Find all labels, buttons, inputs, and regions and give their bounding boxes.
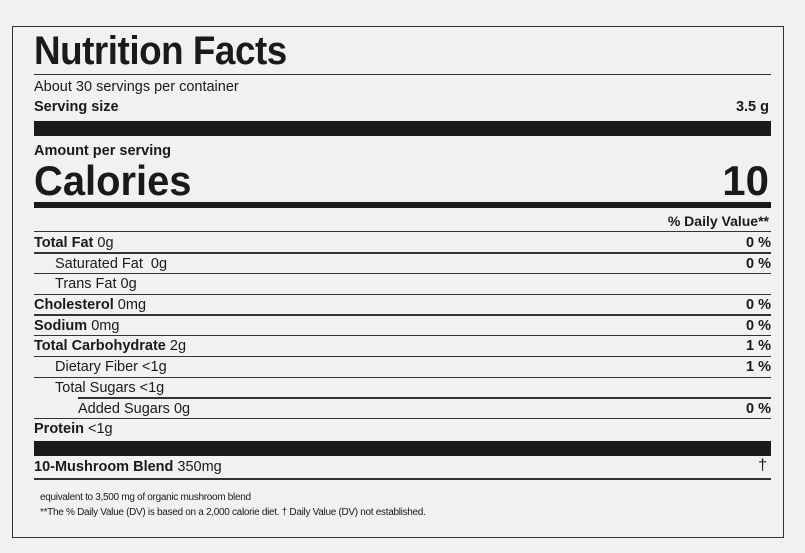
nutrient-daily-value: 0 % xyxy=(746,255,771,272)
nutrient-table: Total Fat 0g 0 % Saturated Fat 0g 0 % Trans … xyxy=(34,233,771,440)
nutrient-row: Added Sugars 0g 0 % xyxy=(34,399,771,420)
nutrition-facts-label: Nutrition Facts About 30 servings per co… xyxy=(12,26,784,538)
row-divider xyxy=(34,273,771,275)
nutrient-amount: <1g xyxy=(87,421,113,438)
nutrient-name: Saturated Fat xyxy=(55,255,143,272)
row-divider xyxy=(34,376,771,378)
nutrient-name: Added Sugars xyxy=(78,400,170,417)
row-divider xyxy=(34,335,771,337)
blend-row: 10-Mushroom Blend 350mg xyxy=(34,459,222,475)
divider xyxy=(34,231,771,233)
nutrient-row: Protein <1g xyxy=(34,419,771,440)
amount-per-serving: Amount per serving xyxy=(34,143,171,159)
row-divider xyxy=(34,252,771,254)
label-title: Nutrition Facts xyxy=(34,29,287,73)
nutrient-name: Protein xyxy=(34,421,84,438)
calories-label: Calories xyxy=(34,157,192,204)
nutrient-row: Cholesterol 0mg 0 % xyxy=(34,295,771,316)
row-divider xyxy=(34,293,771,296)
blend-dv: † xyxy=(758,457,767,474)
serving-size-value: 3.5 g xyxy=(735,99,769,115)
row-divider xyxy=(78,397,771,399)
calories-value: 10 xyxy=(722,157,769,204)
row-divider xyxy=(34,355,771,358)
divider xyxy=(34,478,771,480)
nutrient-name: Total Carbohydrate xyxy=(34,338,166,355)
nutrient-amount: 0mg xyxy=(91,317,120,334)
nutrient-daily-value: 1 % xyxy=(746,338,771,355)
nutrient-name: Sodium xyxy=(34,317,88,334)
thick-divider xyxy=(34,121,771,136)
nutrient-amount: 0g xyxy=(120,276,137,293)
nutrient-amount: 2g xyxy=(169,338,187,355)
serving-size-label: Serving size xyxy=(34,99,119,115)
servings-per-container: About 30 servings per container xyxy=(34,79,239,95)
nutrient-row: Dietary Fiber <1g 1 % xyxy=(34,357,771,378)
nutrient-amount: 0g xyxy=(146,255,168,272)
nutrient-name: Trans Fat xyxy=(55,276,117,293)
blend-name: 10-Mushroom Blend xyxy=(34,459,174,475)
footnote-daily-value: **The % Daily Value (DV) is based on a 2… xyxy=(40,507,426,518)
nutrient-amount: 0g xyxy=(97,235,114,251)
medium-divider xyxy=(34,202,771,208)
blend-amount: 350mg xyxy=(177,459,222,475)
nutrient-amount: 0g xyxy=(173,400,191,417)
nutrient-row: Trans Fat 0g xyxy=(34,274,771,296)
nutrient-row: Saturated Fat 0g 0 % xyxy=(34,254,771,275)
nutrient-name: Total Sugars xyxy=(55,379,136,396)
nutrient-row: Sodium 0mg 0 % xyxy=(34,316,771,337)
footnote-equivalent: equivalent to 3,500 mg of organic mushro… xyxy=(40,492,251,503)
nutrient-row: Total Carbohydrate 2g 1 % xyxy=(34,336,771,358)
nutrient-name: Total Fat xyxy=(34,235,94,251)
nutrient-daily-value: 0 % xyxy=(746,400,771,417)
thick-divider xyxy=(34,441,771,456)
nutrient-daily-value: 0 % xyxy=(746,317,771,334)
nutrient-amount: <1g xyxy=(139,379,165,396)
nutrient-amount: <1g xyxy=(142,359,167,376)
daily-value-header: % Daily Value** xyxy=(667,213,769,229)
nutrient-daily-value: 1 % xyxy=(746,359,771,376)
divider xyxy=(34,74,771,76)
nutrient-amount: 0mg xyxy=(117,297,147,314)
nutrient-row: Total Sugars <1g xyxy=(34,378,771,399)
nutrient-daily-value: 0 % xyxy=(746,297,771,314)
row-divider xyxy=(34,314,771,316)
nutrient-name: Cholesterol xyxy=(34,297,114,314)
nutrient-name: Dietary Fiber xyxy=(55,359,138,376)
nutrient-row: Total Fat 0g 0 % xyxy=(34,233,771,254)
nutrient-daily-value: 0 % xyxy=(746,235,771,251)
row-divider xyxy=(34,417,771,420)
